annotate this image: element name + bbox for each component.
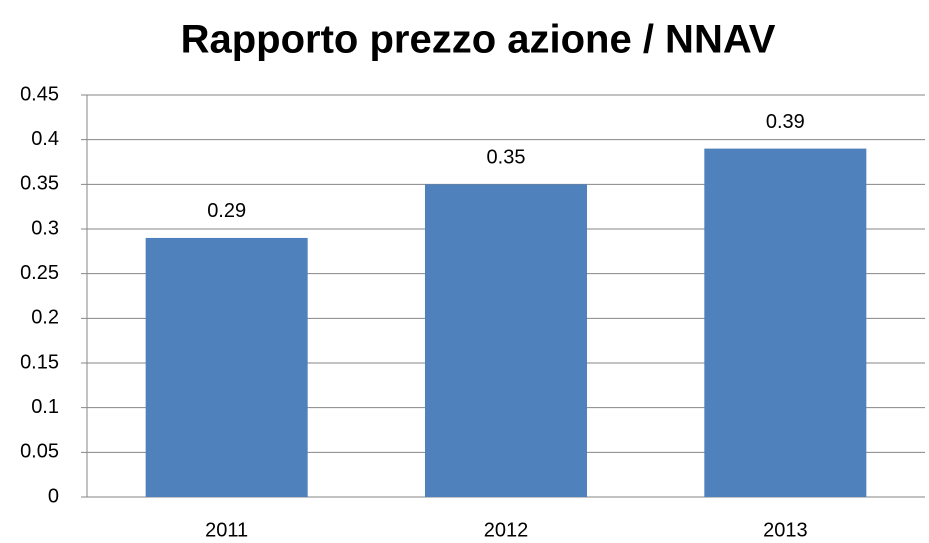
data-label: 0.39	[766, 111, 805, 133]
y-tick-label: 0.1	[31, 396, 59, 418]
y-tick-label: 0.25	[20, 262, 59, 284]
y-tick-label: 0.15	[20, 351, 59, 373]
data-label: 0.35	[487, 147, 526, 169]
x-tick-label: 2011	[205, 519, 248, 541]
bar	[704, 148, 867, 497]
bar	[424, 184, 588, 498]
y-tick-label: 0.05	[20, 441, 59, 463]
y-tick-label: 0.2	[31, 307, 59, 329]
y-tick-label: 0.35	[20, 173, 59, 195]
y-tick-label: 0.45	[20, 83, 59, 105]
data-label: 0.29	[207, 200, 246, 222]
chart-title: Rapporto prezzo azione / NNAV	[181, 18, 776, 62]
y-tick-label: 0.3	[31, 217, 59, 239]
x-tick-label: 2012	[484, 519, 529, 541]
y-tick-label: 0.4	[31, 128, 59, 150]
x-tick-label: 2013	[763, 519, 808, 541]
y-tick-label: 0	[48, 485, 59, 507]
bar	[145, 237, 308, 497]
